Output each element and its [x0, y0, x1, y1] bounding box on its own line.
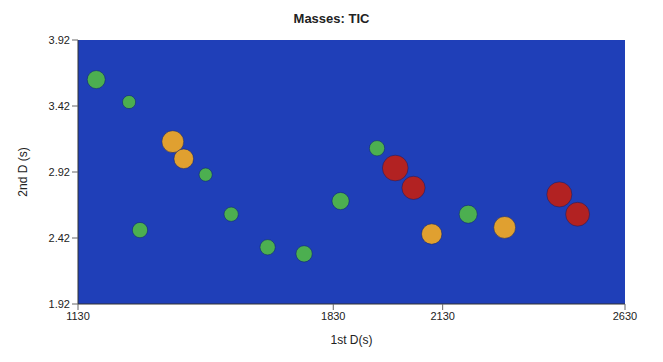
svg-text:1830: 1830: [321, 310, 345, 322]
svg-text:1130: 1130: [66, 310, 90, 322]
svg-text:2630: 2630: [613, 310, 637, 322]
svg-text:3.92: 3.92: [49, 34, 70, 46]
svg-text:1.92: 1.92: [49, 298, 70, 310]
svg-text:3.42: 3.42: [49, 100, 70, 112]
svg-text:1st D(s): 1st D(s): [331, 333, 373, 347]
svg-text:2nd D (s): 2nd D (s): [16, 147, 30, 196]
svg-text:2.42: 2.42: [49, 232, 70, 244]
svg-text:2130: 2130: [430, 310, 454, 322]
svg-text:2.92: 2.92: [49, 166, 70, 178]
html-text:Masses: TIC: Masses: TIC: [293, 11, 370, 26]
